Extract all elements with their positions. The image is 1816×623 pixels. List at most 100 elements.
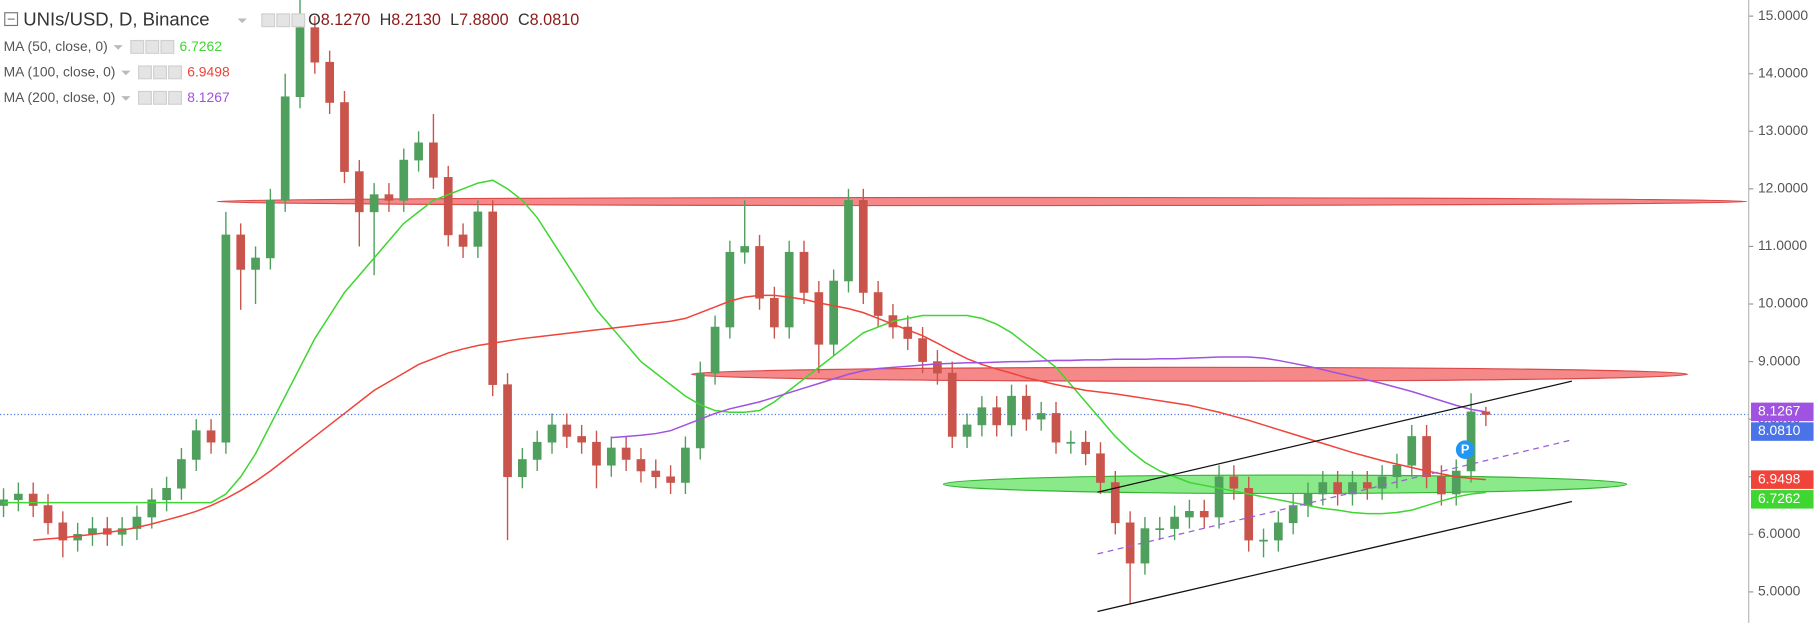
candle-body — [873, 292, 883, 316]
candle-body — [1096, 453, 1105, 483]
candle — [177, 447, 186, 500]
legend-icon[interactable] — [138, 90, 152, 105]
price-axis: 5.00006.00007.00008.00009.000010.000011.… — [1748, 7, 1814, 599]
legend-icon[interactable] — [168, 65, 183, 80]
candle — [132, 505, 142, 541]
candle — [14, 482, 23, 512]
candle — [310, 16, 320, 74]
trendline — [1097, 439, 1573, 555]
candle — [666, 465, 675, 495]
candle-body — [933, 361, 942, 374]
candle — [903, 315, 913, 351]
candle — [429, 114, 438, 189]
dropdown-arrow[interactable] — [121, 70, 131, 76]
y-tick-label: 13.0000 — [1758, 122, 1808, 138]
candle — [280, 73, 290, 212]
y-tick-label: 11.0000 — [1758, 237, 1807, 253]
candle-body — [266, 200, 275, 259]
legend-icon[interactable] — [276, 13, 291, 28]
candle — [1377, 465, 1387, 500]
candle — [710, 315, 720, 385]
candle-body — [429, 142, 438, 178]
candle — [695, 361, 705, 460]
collapse-icon[interactable] — [4, 12, 19, 27]
legend-icon[interactable] — [138, 65, 152, 80]
candle-body — [962, 424, 972, 437]
candle-body — [814, 292, 824, 345]
legend-icon[interactable] — [291, 13, 306, 28]
candle-body — [621, 447, 631, 460]
candle — [473, 200, 483, 258]
candle-body — [636, 459, 646, 472]
candle — [592, 430, 601, 489]
price-label: 8.1267 — [1758, 403, 1801, 419]
ma-legend-value: 6.9498 — [187, 64, 230, 80]
candle-body — [1362, 482, 1372, 489]
price-label: 6.9498 — [1758, 470, 1801, 486]
legend-icon[interactable] — [153, 90, 167, 105]
candle — [799, 240, 809, 305]
ma-legend-name: MA (100, close, 0) — [4, 64, 116, 80]
symbol-title: UNIs/USD, D, Binance — [23, 9, 209, 30]
candle-body — [399, 159, 409, 201]
candle — [651, 459, 661, 489]
zone — [690, 366, 1689, 382]
candle-body — [770, 297, 779, 328]
candle-body — [710, 326, 720, 374]
candle — [1437, 465, 1446, 506]
dropdown-arrow[interactable] — [113, 45, 123, 50]
candle-body — [606, 447, 616, 466]
candle-body — [191, 430, 201, 460]
candle-body — [1392, 464, 1402, 478]
candle-body — [1081, 441, 1090, 455]
candle — [784, 240, 794, 339]
candle-body — [740, 246, 750, 253]
candle-body — [1140, 528, 1150, 564]
candle-body — [1422, 436, 1431, 478]
price-label-box — [1751, 470, 1814, 489]
dropdown-arrow[interactable] — [237, 18, 247, 24]
legend-icon[interactable] — [261, 13, 276, 28]
candle — [977, 396, 987, 437]
candle — [1170, 505, 1179, 541]
candle — [1362, 470, 1372, 500]
legend-icon[interactable] — [130, 39, 145, 54]
candle — [458, 223, 468, 258]
y-tick-label: 9.0000 — [1758, 352, 1801, 368]
candle — [162, 476, 171, 512]
marker[interactable] — [1455, 440, 1475, 459]
legend: UNIs/USD, D, Binance O8.1270 H8.2130 L7.88… — [4, 9, 580, 105]
price-label-box — [1751, 490, 1814, 509]
candle — [1244, 476, 1254, 552]
candle-body — [443, 177, 453, 236]
candle — [1229, 465, 1239, 500]
candle-body — [503, 384, 512, 478]
candle — [992, 396, 1002, 437]
legend-icon[interactable] — [160, 39, 175, 54]
candle — [43, 494, 53, 535]
candle-body — [1348, 482, 1357, 495]
price-label-box — [1751, 422, 1814, 441]
candle — [518, 447, 527, 489]
legend-icon[interactable] — [153, 65, 167, 80]
candle-body — [310, 27, 320, 63]
candle-body — [844, 200, 853, 282]
candle — [236, 223, 246, 310]
candle — [829, 269, 838, 356]
candle — [1259, 528, 1268, 558]
candle-body — [1022, 395, 1031, 420]
candle-body — [325, 61, 335, 103]
candle — [399, 148, 409, 212]
candle — [1096, 442, 1105, 495]
candle-body — [1214, 476, 1224, 518]
y-tick-label: 10.0000 — [1758, 295, 1808, 311]
candle-body — [1333, 482, 1342, 495]
dropdown-arrow[interactable] — [121, 96, 131, 101]
candle — [1007, 384, 1016, 437]
candle-body — [132, 516, 142, 529]
ma-line — [33, 294, 1486, 541]
candle — [1036, 401, 1046, 431]
legend-icon[interactable] — [168, 90, 183, 105]
legend-icon[interactable] — [145, 39, 160, 54]
candle — [636, 447, 646, 483]
